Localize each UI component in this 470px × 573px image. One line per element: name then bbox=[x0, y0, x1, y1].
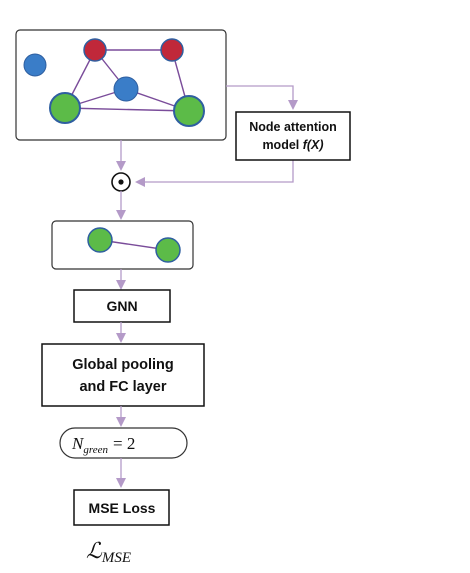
green-node bbox=[173, 95, 205, 127]
blue-node bbox=[23, 53, 47, 77]
gnn-label: GNN bbox=[106, 298, 137, 314]
graph-to-attention-arrow bbox=[226, 85, 298, 110]
attention-to-multiply-arrow bbox=[135, 160, 294, 187]
multiply-dot bbox=[118, 179, 124, 185]
red-node bbox=[83, 38, 107, 62]
count-expression: Ngreen = 2 bbox=[71, 434, 135, 456]
attention-model-line2: model f(X) bbox=[262, 138, 323, 152]
pooling-box bbox=[41, 343, 205, 407]
green-node bbox=[49, 92, 81, 124]
mse-loss-label: MSE Loss bbox=[89, 500, 156, 516]
gnn-box bbox=[73, 289, 171, 323]
count-pill bbox=[59, 427, 188, 459]
attention-arrows bbox=[116, 85, 298, 187]
blue-node bbox=[113, 76, 139, 102]
mse-loss-box bbox=[73, 489, 170, 526]
loss-symbol: ℒMSE bbox=[86, 538, 131, 566]
green-node bbox=[155, 237, 181, 263]
attention-model-box bbox=[235, 111, 351, 161]
graph-edge bbox=[64, 107, 190, 112]
pooling-line2: and FC layer bbox=[79, 379, 166, 395]
red-node bbox=[160, 38, 184, 62]
input-graph-nodes bbox=[23, 38, 205, 127]
attention-model-line1: Node attention bbox=[249, 120, 337, 134]
pooling-line1: Global pooling bbox=[72, 357, 174, 373]
green-node bbox=[87, 227, 113, 253]
